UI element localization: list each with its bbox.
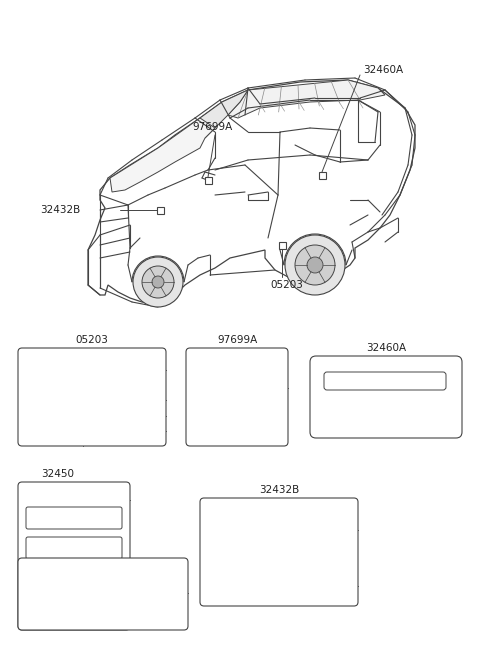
Circle shape: [133, 257, 183, 307]
FancyBboxPatch shape: [310, 356, 462, 438]
FancyBboxPatch shape: [186, 348, 288, 446]
FancyBboxPatch shape: [18, 482, 130, 630]
Circle shape: [307, 257, 323, 273]
Text: 97699A: 97699A: [217, 335, 257, 345]
FancyBboxPatch shape: [26, 507, 122, 529]
Polygon shape: [110, 118, 215, 192]
Circle shape: [295, 245, 335, 285]
Text: 32460A: 32460A: [366, 343, 406, 353]
Polygon shape: [228, 80, 385, 118]
Bar: [278, 242, 286, 248]
Text: 32432B: 32432B: [40, 205, 80, 215]
FancyBboxPatch shape: [324, 372, 446, 390]
Text: 97699A: 97699A: [192, 122, 232, 132]
Circle shape: [152, 276, 164, 288]
FancyBboxPatch shape: [200, 498, 358, 606]
Bar: [319, 171, 325, 179]
Text: 32432B: 32432B: [259, 485, 299, 495]
Bar: [156, 206, 164, 214]
Text: 05203: 05203: [270, 280, 303, 290]
Text: 05203: 05203: [75, 335, 108, 345]
Circle shape: [285, 235, 345, 295]
Text: 32450: 32450: [41, 469, 74, 479]
Text: 32460A: 32460A: [363, 65, 403, 75]
FancyBboxPatch shape: [26, 537, 122, 559]
Bar: [204, 177, 212, 183]
FancyBboxPatch shape: [18, 348, 166, 446]
Polygon shape: [200, 90, 248, 138]
Circle shape: [142, 266, 174, 298]
FancyBboxPatch shape: [18, 558, 188, 630]
